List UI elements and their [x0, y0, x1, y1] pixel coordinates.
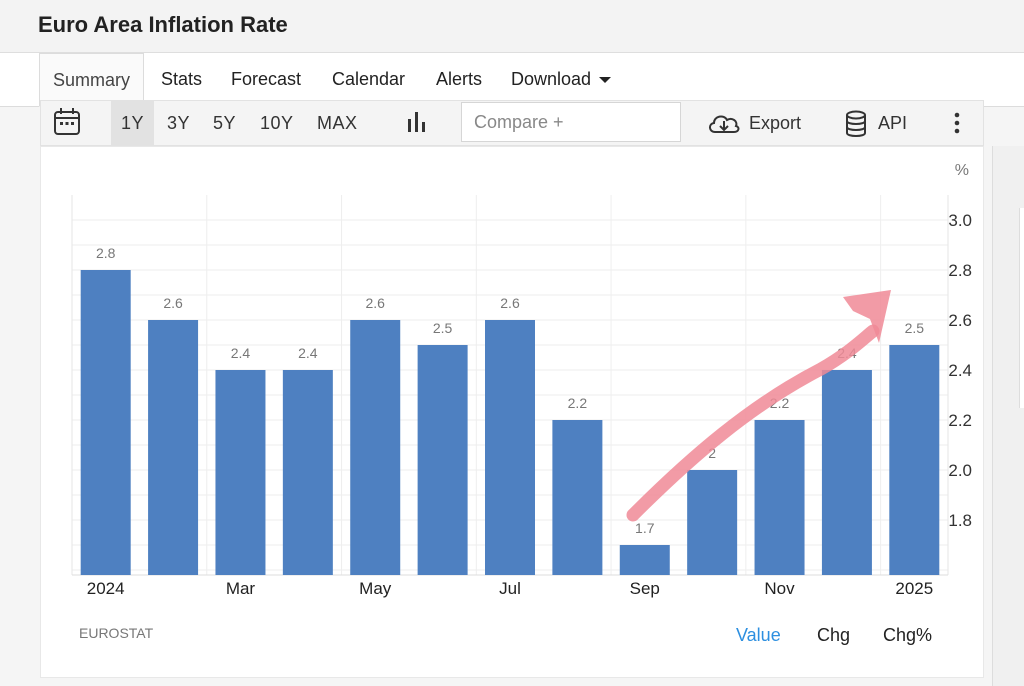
tab-stats[interactable]: Stats [161, 69, 203, 89]
caret-down-icon [599, 77, 612, 84]
bar-data-label: 2.6 [365, 295, 385, 311]
y-tick-label: 2.6 [948, 311, 972, 330]
chart-panel: 2.8 2024 2.6 2.4 Mar 2.4 2.6 May 2.5 2.6 Jul 2.2 1.7… [40, 146, 984, 678]
side-panel-edge [992, 146, 1024, 686]
view-value-button[interactable]: Value [736, 625, 781, 645]
bar-data-label: 2.4 [231, 345, 251, 361]
bar [148, 320, 199, 575]
bar-data-label: 2.2 [568, 395, 588, 411]
tabs-bar: Summary Stats Forecast Calendar Alerts D… [0, 53, 1024, 107]
export-button[interactable]: Export [707, 101, 801, 145]
x-tick-label: May [359, 579, 392, 598]
x-tick-label: Jul [499, 579, 521, 598]
inflation-bar-chart: 2.8 2024 2.6 2.4 Mar 2.4 2.6 May 2.5 2.6 Jul 2.2 1.7… [71, 162, 972, 598]
page-title: Euro Area Inflation Rate [38, 12, 288, 37]
bar-data-label: 2.4 [298, 345, 318, 361]
export-label: Export [749, 113, 802, 133]
view-chg-pct-button[interactable]: Chg% [883, 625, 933, 645]
x-tick-label: Sep [630, 579, 660, 598]
y-unit-label: % [955, 162, 969, 179]
api-button[interactable]: API [844, 101, 907, 145]
tab-forecast[interactable]: Forecast [231, 69, 302, 89]
bar-data-label: 2.5 [433, 320, 453, 336]
x-tick-label: Nov [764, 579, 795, 598]
database-icon [846, 110, 866, 138]
bar [821, 370, 872, 575]
bar [80, 270, 131, 575]
bar-data-label: 2 [708, 445, 716, 461]
bar-chart-icon[interactable] [405, 109, 429, 137]
bar [485, 320, 535, 575]
tab-calendar[interactable]: Calendar [332, 69, 406, 89]
y-tick-label: 2.0 [948, 461, 972, 480]
range-max-button[interactable]: MAX [317, 113, 358, 133]
annotation-arrow-shaft [626, 324, 880, 522]
title-bar: Euro Area Inflation Rate [0, 0, 1024, 53]
source-label: EUROSTAT [79, 625, 154, 641]
x-tick-label: 2024 [87, 579, 125, 598]
bar [350, 320, 401, 575]
bar [619, 545, 670, 575]
y-tick-label: 2.8 [948, 261, 972, 280]
vertical-ellipsis-icon[interactable] [949, 111, 965, 135]
annotation-arrow-head [843, 290, 891, 343]
tab-alerts[interactable]: Alerts [436, 69, 483, 89]
y-tick-label: 2.4 [948, 361, 972, 380]
tab-download-label: Download [511, 69, 592, 89]
range-1y-button[interactable]: 1Y [111, 101, 155, 145]
tab-summary[interactable]: Summary [39, 53, 145, 107]
bar [687, 470, 738, 575]
chart-toolbar: 1Y 3Y 5Y 10Y MAX Export API [40, 100, 984, 146]
bar-data-label: 2.6 [163, 295, 183, 311]
bar [215, 370, 266, 575]
bar [417, 345, 468, 575]
bar [889, 345, 940, 575]
x-tick-label: 2025 [895, 579, 933, 598]
bar [552, 420, 603, 575]
range-3y-button[interactable]: 3Y [167, 113, 191, 133]
calendar-icon[interactable] [53, 107, 81, 139]
range-5y-button[interactable]: 5Y [213, 113, 237, 133]
compare-input[interactable] [461, 102, 681, 142]
y-tick-label: 1.8 [948, 511, 972, 530]
x-tick-label: Mar [226, 579, 256, 598]
tab-download[interactable]: Download [511, 53, 612, 105]
bar [754, 420, 805, 575]
bar-data-label: 2.5 [905, 320, 925, 336]
api-label: API [878, 113, 908, 133]
bar [282, 370, 333, 575]
view-chg-button[interactable]: Chg [817, 625, 851, 645]
y-tick-label: 2.2 [948, 411, 972, 430]
range-10y-button[interactable]: 10Y [260, 113, 294, 133]
bar-data-label: 2.8 [96, 245, 116, 261]
y-tick-label: 3.0 [948, 211, 972, 230]
bar-data-label: 1.7 [635, 520, 655, 536]
side-panel-inner-edge [1019, 208, 1024, 408]
cloud-download-icon [709, 115, 740, 134]
bar-data-label: 2.6 [500, 295, 520, 311]
